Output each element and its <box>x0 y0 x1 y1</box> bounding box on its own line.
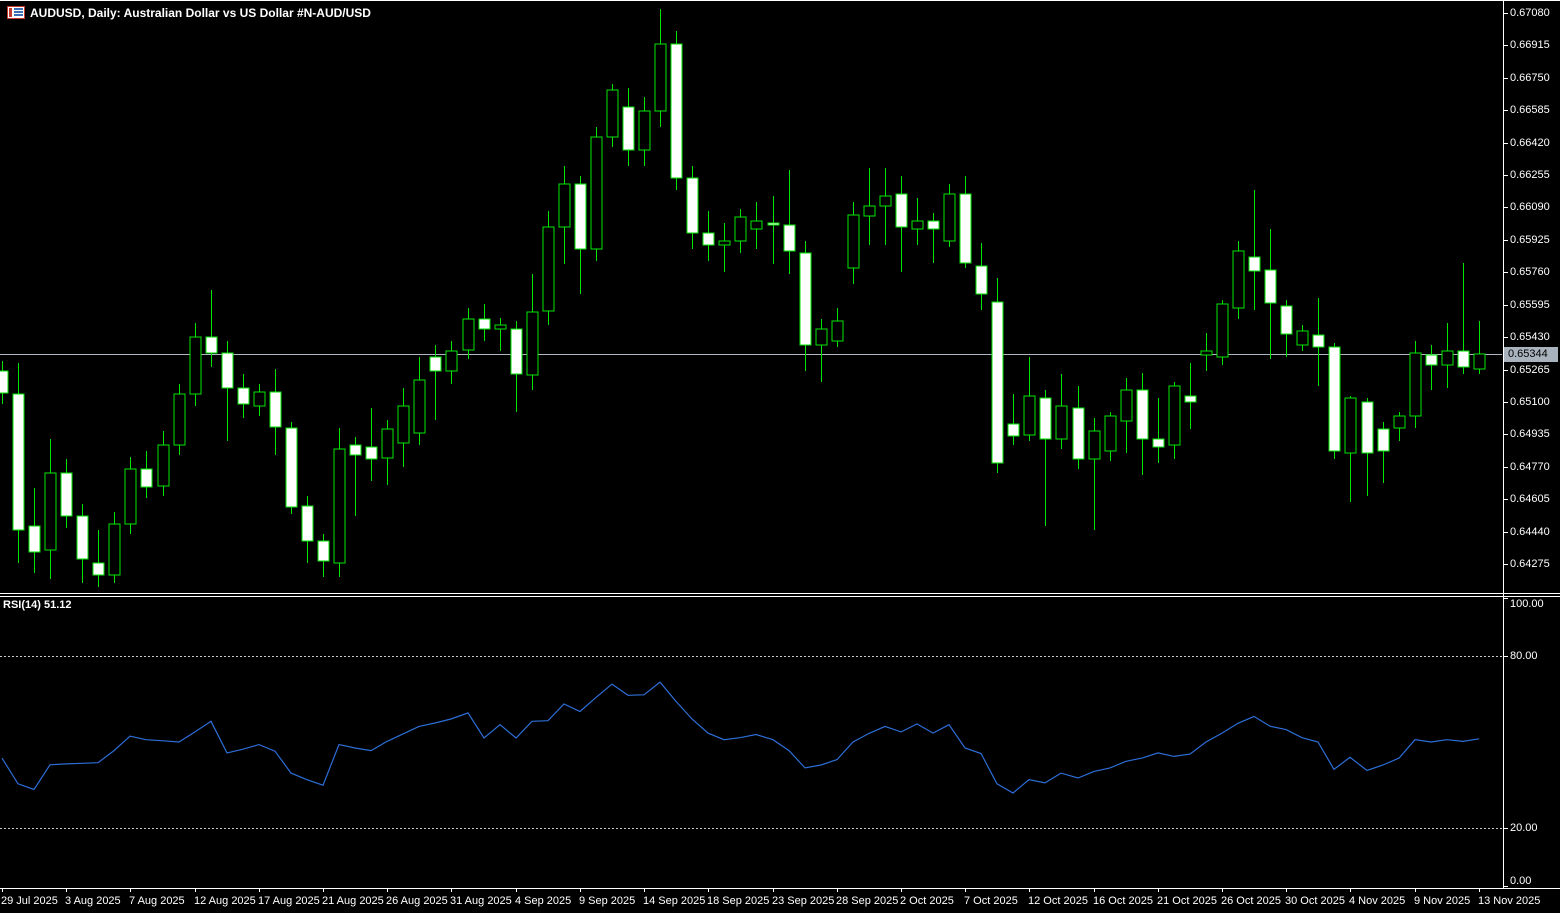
bull-candle-body <box>1441 350 1454 366</box>
bear-candle-body <box>686 177 699 234</box>
bull-candle-body <box>1168 385 1181 446</box>
bull-candle-body <box>333 448 346 564</box>
bear-candle-body <box>317 540 330 562</box>
bear-candle-body <box>1312 334 1325 348</box>
bear-candle-body <box>76 515 89 560</box>
bear-candle-body <box>349 444 362 456</box>
bear-candle-body <box>12 393 25 531</box>
bear-candle-body <box>1152 438 1165 448</box>
bull-candle-body <box>1344 397 1357 454</box>
bear-candle-body <box>1280 305 1293 335</box>
bull-candle-body <box>558 183 571 228</box>
bull-candle-body <box>1409 352 1422 417</box>
bear-candle-body <box>991 301 1004 464</box>
bear-candle-body <box>895 193 908 228</box>
bull-candle-body <box>911 220 924 230</box>
bear-candle-body <box>670 43 683 179</box>
bear-candle-body <box>0 370 9 394</box>
bull-candle-body <box>815 328 828 346</box>
time-axis-scale[interactable] <box>0 888 1560 913</box>
bull-candle-body <box>124 468 137 525</box>
bear-candle-body <box>1136 389 1149 440</box>
bear-candle-body <box>510 328 523 375</box>
bull-candle-body <box>863 205 876 217</box>
bull-candle-body <box>943 193 956 242</box>
bear-candle-body <box>269 391 282 428</box>
bull-candle-body <box>462 318 475 351</box>
bear-candle-body <box>1377 428 1390 452</box>
bear-candle-body <box>1072 407 1085 460</box>
bull-candle-body <box>879 195 892 207</box>
bear-candle-body <box>60 472 73 517</box>
bear-candle-body <box>959 193 972 264</box>
bear-candle-body <box>975 265 988 295</box>
bull-candle-body <box>542 226 555 312</box>
bear-candle-body <box>28 525 41 553</box>
bear-candle-body <box>1328 346 1341 452</box>
bear-candle-body <box>221 352 234 389</box>
bull-candle-body <box>750 220 763 230</box>
bull-candle-body <box>847 214 860 269</box>
bear-candle-body <box>140 468 153 488</box>
bear-candle-body <box>478 318 491 330</box>
bull-candle-body <box>1055 405 1068 440</box>
bull-candle-body <box>189 336 202 395</box>
bear-candle-body <box>205 336 218 354</box>
bull-candle-body <box>1232 250 1245 309</box>
bull-candle-body <box>654 43 667 112</box>
price-axis-scale[interactable] <box>1503 0 1560 888</box>
bear-candle-body <box>767 222 780 226</box>
bull-candle-body <box>1023 395 1036 436</box>
panel-splitter[interactable] <box>0 591 1560 598</box>
bear-candle-body <box>799 252 812 346</box>
bull-candle-body <box>157 444 170 487</box>
rsi-line <box>1 681 1480 794</box>
bull-candle-body <box>413 379 426 434</box>
bear-candle-body <box>1264 269 1277 304</box>
bear-candle-body <box>783 224 796 252</box>
bull-candle-body <box>397 405 410 444</box>
bull-candle-body <box>44 472 57 551</box>
bear-candle-body <box>1457 350 1470 368</box>
bull-candle-body <box>381 428 394 459</box>
bear-candle-body <box>301 505 314 542</box>
bull-candle-body <box>108 523 121 576</box>
bear-candle-body <box>622 106 635 151</box>
bear-candle-body <box>1184 395 1197 403</box>
bull-candle-body <box>1473 353 1486 370</box>
bull-candle-body <box>606 89 619 138</box>
bull-candle-body <box>1296 330 1309 346</box>
bull-candle-body <box>253 391 266 407</box>
bull-candle-body <box>831 320 844 342</box>
bear-candle-body <box>1248 256 1261 272</box>
bear-candle-body <box>1361 401 1374 454</box>
bull-candle-body <box>590 136 603 250</box>
bear-candle-body <box>1425 354 1438 366</box>
bear-candle-body <box>365 446 378 460</box>
bull-candle-body <box>1200 350 1213 356</box>
bull-candle-body <box>1088 430 1101 460</box>
bull-candle-body <box>526 311 539 376</box>
bear-candle-body <box>927 220 940 230</box>
bull-candle-body <box>718 240 731 246</box>
bull-candle-body <box>734 216 747 242</box>
bear-candle-body <box>1007 423 1020 437</box>
bull-candle-body <box>445 350 458 372</box>
bear-candle-body <box>702 232 715 246</box>
bull-candle-body <box>1120 389 1133 422</box>
bear-candle-body <box>237 387 250 405</box>
bull-candle-body <box>1393 415 1406 429</box>
bull-candle-body <box>1216 303 1229 358</box>
bull-candle-body <box>173 393 186 446</box>
bear-candle-body <box>574 183 587 250</box>
bull-candle-body <box>1104 415 1117 452</box>
bull-candle-body <box>494 324 507 330</box>
bear-candle-body <box>285 427 298 508</box>
bear-candle-body <box>429 356 442 372</box>
bull-candle-body <box>638 110 651 151</box>
bear-candle-body <box>92 562 105 576</box>
bear-candle-body <box>1039 397 1052 440</box>
